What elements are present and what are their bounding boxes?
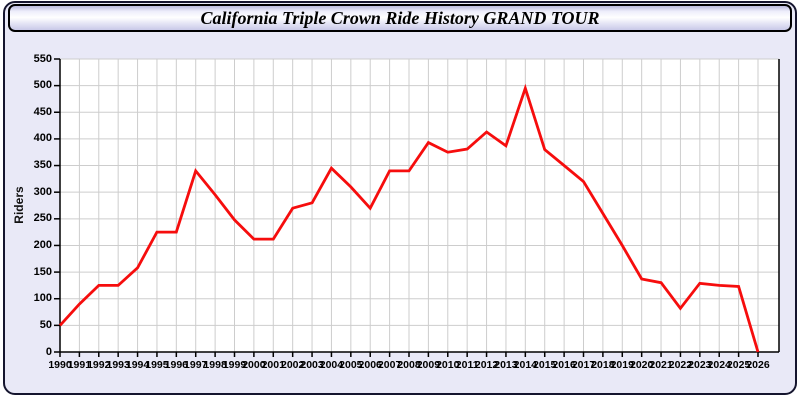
y-tick-label: 500	[33, 79, 52, 92]
x-tick-label: 2023	[688, 359, 712, 371]
title-bar: California Triple Crown Ride History GRA…	[8, 4, 792, 32]
x-tick-label: 1999	[222, 359, 247, 371]
x-tick-label: 2007	[377, 359, 402, 371]
y-tick-label: 450	[33, 105, 52, 118]
x-tick-label: 2002	[280, 359, 305, 371]
y-tick-label: 250	[33, 212, 52, 225]
x-tick-label: 2003	[300, 359, 324, 371]
y-tick-label: 0	[45, 345, 52, 358]
x-tick-label: 2000	[242, 359, 266, 371]
x-tick-label: 2004	[319, 359, 344, 371]
app-window: California Triple Crown Ride History GRA…	[3, 1, 797, 395]
x-tick-label: 2021	[649, 359, 673, 371]
x-tick-label: 2011	[455, 359, 479, 371]
x-tick-label: 1996	[164, 359, 189, 371]
x-tick-label: 2006	[358, 359, 382, 371]
x-tick-label: 2009	[416, 359, 441, 371]
x-tick-label: 2022	[668, 359, 693, 371]
x-tick-label: 1992	[87, 359, 111, 371]
x-tick-label: 1994	[125, 359, 150, 371]
line-chart	[54, 58, 780, 357]
x-tick-label: 1998	[203, 359, 227, 371]
x-tick-label: 2019	[610, 359, 634, 371]
y-tick-label: 200	[33, 238, 52, 251]
x-tick-label: 1991	[67, 359, 92, 371]
x-tick-label: 1990	[48, 359, 72, 371]
y-tick-label: 350	[33, 159, 52, 172]
x-tick-label: 1993	[106, 359, 130, 371]
x-tick-label: 2017	[571, 359, 596, 371]
y-tick-label: 300	[33, 185, 52, 198]
x-tick-label: 1995	[145, 359, 169, 371]
x-tick-label: 2005	[339, 359, 363, 371]
x-tick-label: 1997	[184, 359, 208, 371]
chart-area: Riders 0 50 100 150 200 250 300 350 400 450 500 550…	[5, 3, 795, 393]
x-tick-label: 2018	[591, 359, 615, 371]
x-tick-label: 2020	[629, 359, 654, 371]
x-tick-label: 2014	[513, 359, 538, 371]
x-tick-label: 2010	[436, 359, 460, 371]
x-tick-label: 2012	[474, 359, 499, 371]
x-tick-label: 2025	[726, 359, 751, 371]
x-tick-label: 2026	[746, 359, 770, 371]
x-tick-label: 2016	[552, 359, 576, 371]
x-tick-label: 2001	[261, 359, 285, 371]
y-tick-label: 400	[33, 132, 52, 145]
y-tick-label: 550	[33, 52, 52, 65]
x-tick-label: 2024	[707, 359, 731, 371]
page-title: California Triple Crown Ride History GRA…	[200, 7, 600, 28]
x-tick-label: 2013	[494, 359, 518, 371]
y-tick-label: 100	[33, 292, 52, 305]
y-tick-label: 50	[39, 318, 52, 331]
x-tick-label: 2008	[397, 359, 421, 371]
y-tick-label: 150	[33, 265, 52, 278]
x-tick-label: 2015	[533, 359, 557, 371]
